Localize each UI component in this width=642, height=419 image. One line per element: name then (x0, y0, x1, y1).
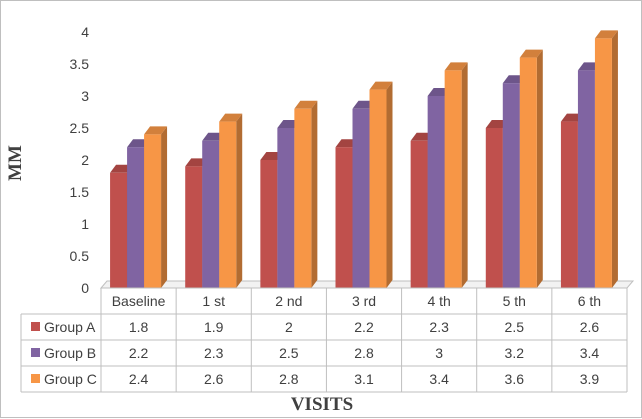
x-category-label: Baseline (112, 293, 166, 309)
legend-swatch (31, 322, 40, 331)
bar-group-c (594, 38, 612, 289)
bar-group-c (369, 89, 387, 288)
data-table-cell: 2.2 (129, 345, 149, 361)
data-table-cell: 2.4 (129, 371, 149, 387)
y-tick-label: 4 (81, 24, 89, 40)
bar-group-a (335, 147, 353, 288)
bar-group-c-side (161, 126, 168, 289)
bar-group-c-side (536, 49, 543, 288)
y-tick-label: 2 (81, 152, 89, 168)
y-tick-label: 2.5 (70, 120, 90, 136)
y-tick-label: 3.5 (70, 56, 90, 72)
bar-group-c (444, 70, 462, 289)
bar-group-b (502, 83, 520, 288)
data-table-cell: 3.2 (505, 345, 525, 361)
bar-group-a (410, 140, 428, 288)
data-table-cell: 2.5 (279, 345, 299, 361)
data-table-cell: 3.9 (580, 371, 600, 387)
bar-group-b (277, 128, 295, 288)
bar-group-a (185, 166, 203, 288)
bar-group-c (519, 57, 537, 288)
legend-label: Group A (44, 319, 96, 335)
bar-group-b (352, 108, 370, 288)
legend-swatch (31, 348, 40, 357)
bar-group-c-top (594, 30, 618, 39)
legend-label: Group B (44, 345, 96, 361)
data-table-cell: 2.5 (505, 319, 525, 335)
bar-group-c-side (236, 113, 243, 288)
data-table-cell: 3.6 (505, 371, 525, 387)
bar-group-b (127, 147, 145, 288)
data-table-cell: 3.4 (580, 345, 600, 361)
bar-group-a (485, 128, 503, 288)
bar-group-c-side (611, 30, 618, 289)
bar-group-b (427, 96, 445, 288)
bar-group-c-top (519, 49, 543, 58)
bar-group-b (577, 70, 595, 289)
x-category-label: 1 st (202, 293, 225, 309)
y-tick-label: 1 (81, 216, 89, 232)
bar-group-c-top (369, 81, 393, 90)
data-table-cell: 1.8 (129, 319, 149, 335)
data-table-cell: 2.3 (204, 345, 224, 361)
data-table-cell: 3.1 (354, 371, 374, 387)
y-tick-label: 0.5 (70, 248, 90, 264)
bar-group-c (294, 108, 312, 288)
legend-label: Group C (44, 371, 97, 387)
bar-group-c-side (461, 62, 468, 289)
y-axis-label: MM (5, 145, 26, 181)
data-table-cell: 2.8 (354, 345, 374, 361)
y-tick-label: 0 (81, 280, 89, 296)
x-category-label: 4 th (427, 293, 450, 309)
data-table-cell: 1.9 (204, 319, 224, 335)
data-table-cell: 3.4 (429, 371, 449, 387)
y-tick-label: 3 (81, 88, 89, 104)
bar-group-a (560, 121, 578, 288)
bar-group-c-top (219, 113, 243, 122)
x-axis-label: VISITS (290, 394, 354, 415)
x-category-label: 3 rd (352, 293, 376, 309)
data-table-cell: 2.8 (279, 371, 299, 387)
x-category-label: 6 th (578, 293, 601, 309)
y-tick-label: 1.5 (70, 184, 90, 200)
data-table-cell: 2.6 (580, 319, 600, 335)
y-axis-label-container: MM (1, 113, 31, 213)
bar-group-c-top (294, 100, 318, 109)
bar-group-c-side (311, 100, 318, 288)
data-table-cell: 3 (435, 345, 443, 361)
data-table-cell: 2.2 (354, 319, 374, 335)
bar-group-a (260, 160, 278, 288)
bar-group-b (202, 140, 220, 288)
data-table-cell: 2.3 (429, 319, 449, 335)
bar-group-c (219, 121, 237, 288)
bar-group-c-side (386, 81, 393, 288)
bar-group-a (110, 172, 128, 288)
x-category-label: 2 nd (275, 293, 302, 309)
bar-group-c-top (144, 126, 168, 135)
bar-group-c-top (444, 62, 468, 71)
data-table-cell: 2.6 (204, 371, 224, 387)
data-table-cell: 2 (285, 319, 293, 335)
legend-swatch (31, 374, 40, 383)
x-category-label: 5 th (503, 293, 526, 309)
bar-group-c (144, 134, 162, 288)
